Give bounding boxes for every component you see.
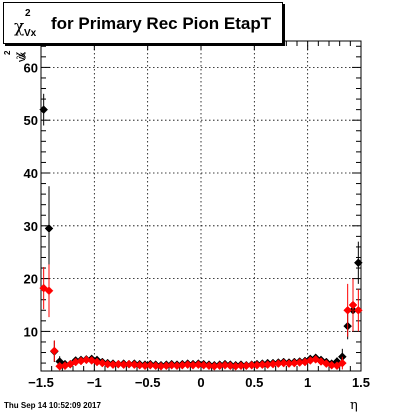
timestamp: Thu Sep 14 10:52:09 2017 <box>4 401 101 410</box>
y-tick-label: 20 <box>24 272 38 287</box>
x-tick-label: −0.5 <box>135 375 161 390</box>
data-point <box>220 360 230 370</box>
data-point <box>279 358 289 368</box>
data-point <box>44 286 54 296</box>
x-axis-label: η <box>350 398 358 413</box>
y-axis-label: χ 2 Vx <box>2 46 27 76</box>
data-point <box>124 359 134 369</box>
data-point <box>193 360 203 370</box>
data-series <box>39 93 363 371</box>
data-point <box>343 305 353 315</box>
data-point <box>44 224 54 233</box>
data-point <box>183 360 193 370</box>
data-point <box>103 359 113 369</box>
data-point <box>49 346 59 356</box>
data-point <box>151 361 161 371</box>
data-point <box>113 359 123 369</box>
x-tick-labels: −1.5 −1 −0.5 0 0.5 1 1.5 <box>28 375 370 390</box>
data-point <box>225 361 235 371</box>
y-tick-label: 40 <box>24 166 38 181</box>
x-tick-label: 0 <box>197 375 204 390</box>
data-point <box>327 360 337 370</box>
y-tick-label: 60 <box>24 60 38 75</box>
data-point <box>129 360 139 370</box>
data-point <box>353 258 363 268</box>
chart-title: for Primary Rec Pion EtapT <box>51 14 272 33</box>
data-point <box>348 300 358 310</box>
data-point <box>39 105 49 114</box>
series-1 <box>39 264 363 371</box>
x-tick-label: −1.5 <box>28 375 54 390</box>
y-tick-label: 50 <box>24 113 38 128</box>
y-axis-label-subscript: Vx <box>18 52 27 62</box>
y-tick-label: 30 <box>24 219 38 234</box>
data-point <box>81 355 91 365</box>
series-0 <box>39 93 363 370</box>
title-subscript: Vx <box>24 28 37 39</box>
y-tick-labels: 10 20 30 40 50 60 <box>24 60 38 339</box>
data-point <box>135 360 145 370</box>
data-point <box>145 360 155 370</box>
data-point <box>204 361 214 371</box>
grid-lines <box>40 41 362 371</box>
y-tick-label: 10 <box>24 324 38 339</box>
title-superscript: 2 <box>25 8 31 19</box>
y-axis-label-superscript: 2 <box>3 50 12 55</box>
title-chi-symbol: χ <box>14 17 25 37</box>
x-tick-label: 0.5 <box>245 375 263 390</box>
data-point <box>337 358 347 368</box>
x-tick-label: 1.5 <box>352 375 370 390</box>
x-tick-label: 1 <box>304 375 311 390</box>
data-point <box>199 360 209 370</box>
data-point <box>167 360 177 370</box>
chart-title-box: χ 2 Vx for Primary Rec Pion EtapT <box>3 2 283 44</box>
data-point <box>353 305 363 315</box>
x-tick-label: −1 <box>87 375 102 390</box>
